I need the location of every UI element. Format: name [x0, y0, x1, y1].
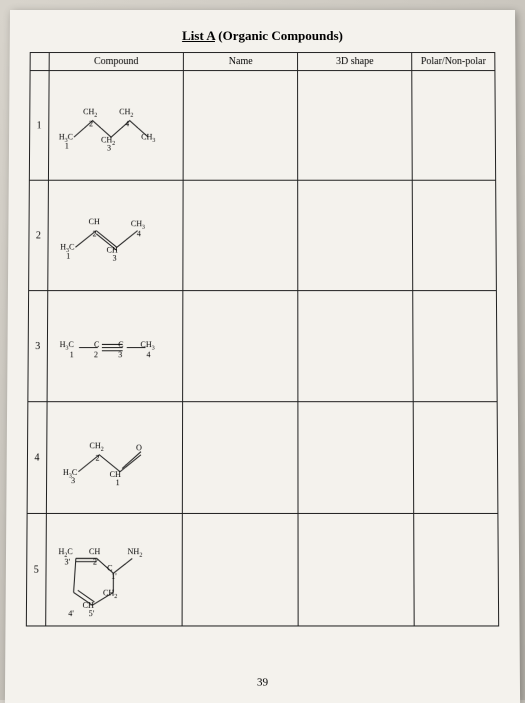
table-header-row: Compound Name 3D shape Polar/Non-polar: [30, 53, 495, 71]
structure-cell: H2C 3' CH 2' C 1' NH2 CH2 CH 5' 4': [45, 513, 182, 626]
shape-cell: [298, 513, 414, 626]
page-title: List A (Organic Compounds): [30, 28, 495, 44]
row-number: 4: [27, 402, 47, 514]
page-number: 39: [5, 676, 520, 688]
name-cell: [182, 513, 298, 626]
row-number: 5: [26, 513, 46, 626]
polar-cell: [412, 71, 496, 181]
name-cell: [183, 291, 298, 402]
name-cell: [183, 180, 298, 290]
title-rest: (Organic Compounds): [215, 28, 343, 43]
structure-2-icon: [48, 181, 183, 293]
structure-1-icon: [49, 71, 184, 183]
shape-cell: [298, 180, 413, 290]
structure-cell: H3C 1 CH2 2 CH2 3 CH2 4 CH3: [48, 71, 184, 181]
table-row: 5 H2C 3' CH 2: [26, 513, 498, 626]
shape-cell: [298, 71, 413, 181]
table-row: 4 H3C 3 CH2 2 CH 1 O: [27, 402, 498, 514]
title-prefix: List A: [182, 28, 215, 43]
name-cell: [183, 71, 297, 181]
polar-cell: [413, 402, 498, 514]
header-blank: [30, 53, 49, 71]
shape-cell: [298, 402, 414, 514]
header-polar: Polar/Non-polar: [412, 53, 495, 71]
row-number: 3: [28, 291, 48, 402]
header-compound: Compound: [49, 53, 184, 71]
polar-cell: [412, 180, 496, 290]
header-shape: 3D shape: [298, 53, 412, 71]
table-row: 2 H3C 1 CH 2 CH 3 CH3: [29, 180, 497, 290]
table-row: 3 H3C 1 C 2 C: [28, 291, 497, 402]
structure-cell: H3C 1 CH 2 CH 3 CH3 4: [47, 180, 183, 290]
polar-cell: [413, 291, 497, 402]
structure-4-icon: [47, 402, 183, 516]
compounds-table: Compound Name 3D shape Polar/Non-polar 1…: [26, 52, 499, 626]
worksheet-page: List A (Organic Compounds) Compound Name…: [5, 10, 520, 703]
row-number: 2: [29, 180, 48, 290]
structure-cell: H3C 3 CH2 2 CH 1 O: [46, 402, 183, 514]
header-name: Name: [184, 53, 298, 71]
name-cell: [183, 402, 299, 514]
structure-cell: H3C 1 C 2 C 3 CH3 4: [47, 291, 183, 402]
polar-cell: [414, 513, 499, 626]
row-number: 1: [29, 71, 48, 181]
shape-cell: [298, 291, 413, 402]
table-row: 1 H3C 1 CH2 2 CH2 3 CH2 4 CH3: [29, 71, 495, 181]
